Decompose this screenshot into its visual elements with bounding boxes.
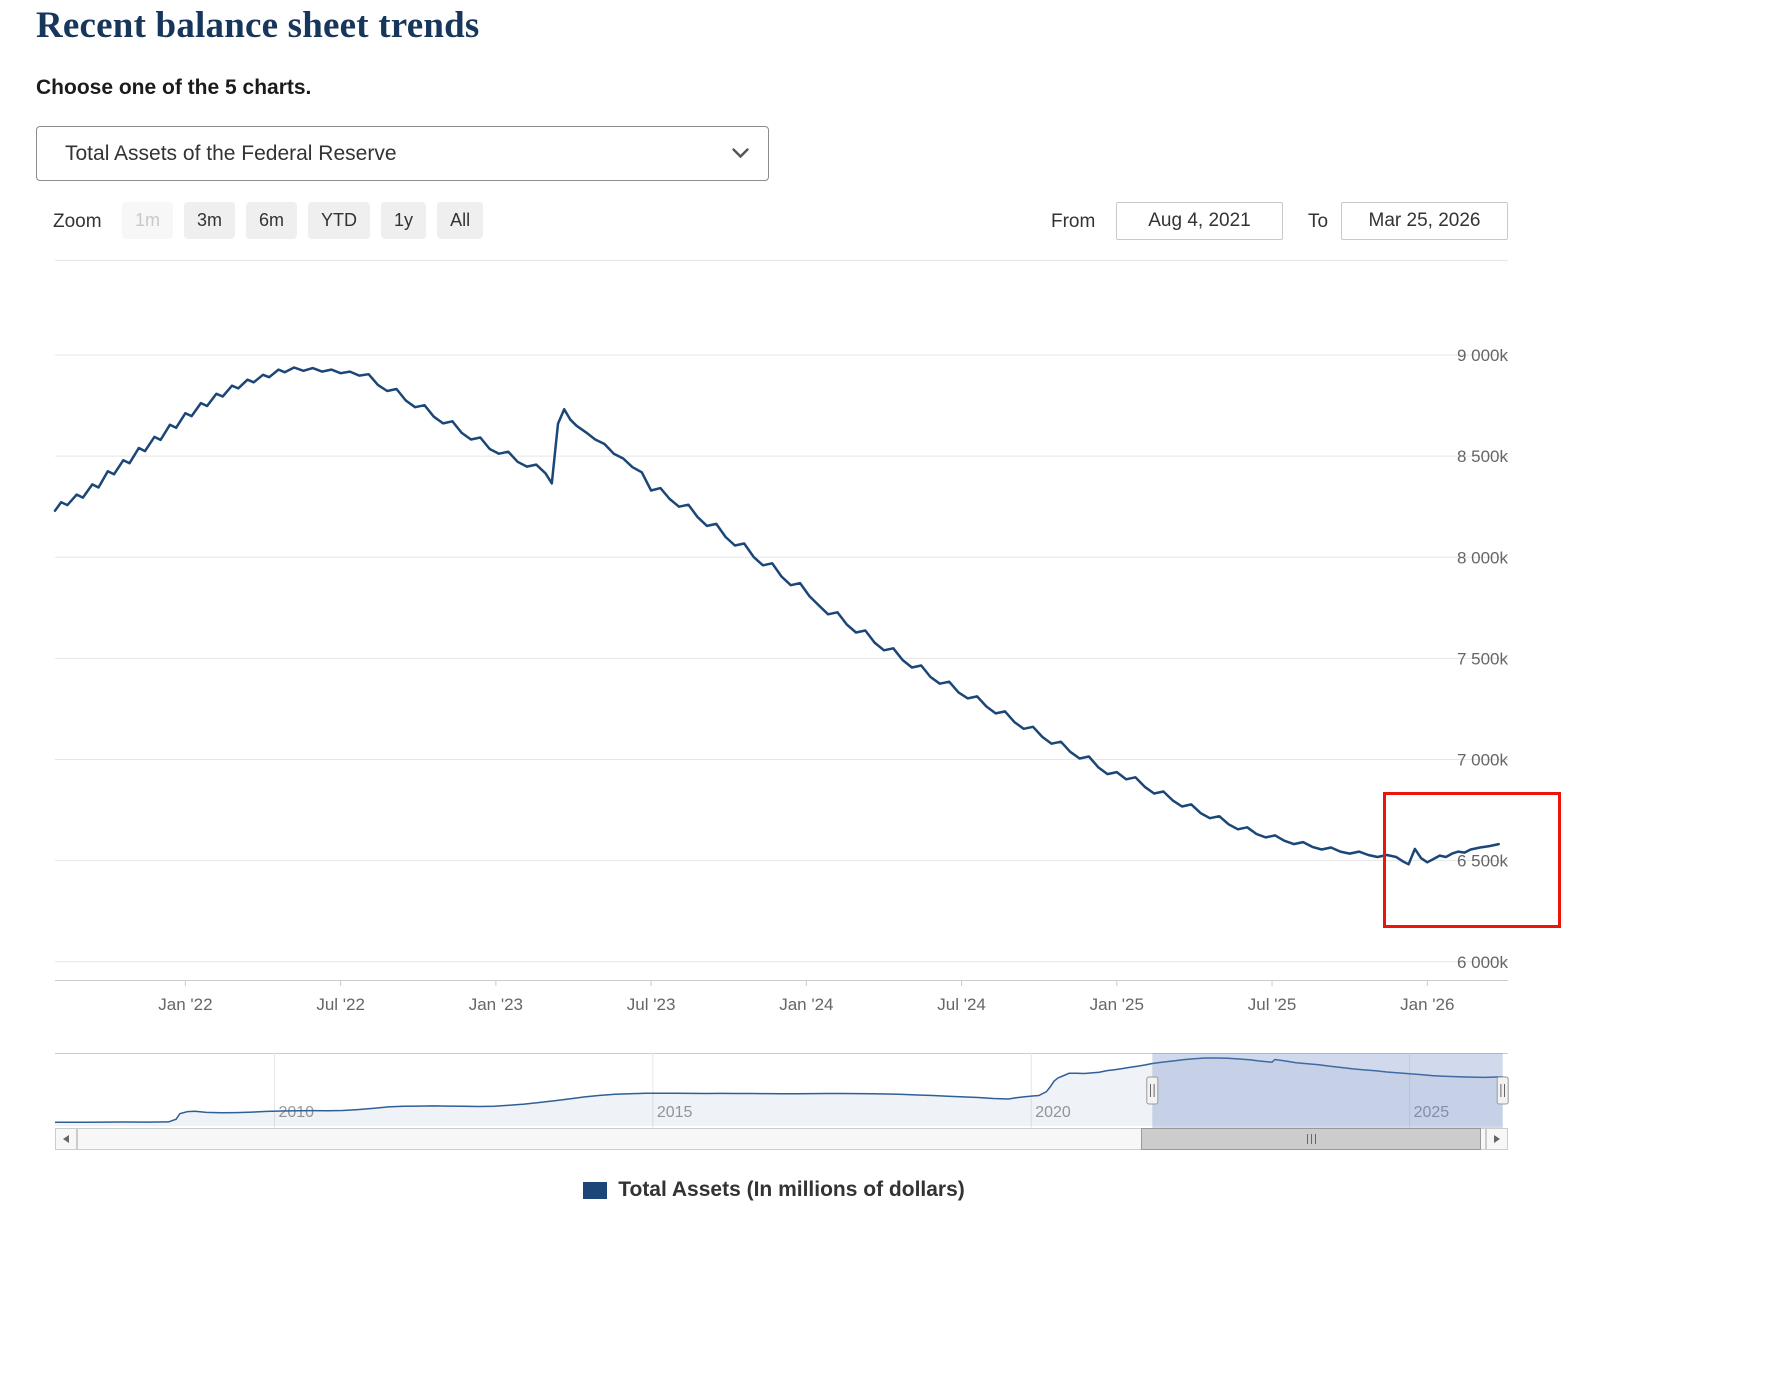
right-arrow-icon bbox=[1494, 1135, 1500, 1143]
total-assets-line-chart: 6 000k 6 500k 7 000k 7 500k 8 000k 8 500k 9 00… bbox=[53, 260, 1509, 1014]
navigator-year-label: 2025 bbox=[1414, 1104, 1450, 1121]
chart-select-value: Total Assets of the Federal Reserve bbox=[65, 141, 397, 165]
navigator-year-label: 2010 bbox=[278, 1104, 314, 1121]
legend-label: Total Assets (In millions of dollars) bbox=[618, 1178, 965, 1201]
total-assets-series-line bbox=[53, 366, 1500, 866]
y-axis-tick-label: 6 000k bbox=[1457, 953, 1509, 972]
main-chart-plot-area[interactable]: 6 000k 6 500k 7 000k 7 500k 8 000k 8 500k 9 00… bbox=[0, 260, 1548, 1035]
scrollbar-track[interactable] bbox=[77, 1128, 1486, 1150]
x-axis-tick-label: Jan '26 bbox=[1400, 995, 1454, 1014]
chevron-down-icon bbox=[731, 142, 750, 166]
scrollbar-right-button[interactable] bbox=[1486, 1128, 1508, 1150]
zoom-button-1m: 1m bbox=[122, 202, 174, 239]
y-axis-tick-label: 8 500k bbox=[1457, 447, 1509, 466]
navigator-selected-mask[interactable] bbox=[1152, 1053, 1503, 1128]
from-label: From bbox=[1051, 211, 1096, 232]
horizontal-scrollbar[interactable] bbox=[55, 1128, 1508, 1150]
page-title: Recent balance sheet trends bbox=[36, 5, 480, 46]
left-arrow-icon bbox=[63, 1135, 69, 1143]
x-axis-tick-label: Jul '25 bbox=[1248, 995, 1297, 1014]
zoom-button-6m[interactable]: 6m bbox=[246, 202, 298, 239]
navigator-year-label: 2020 bbox=[1035, 1104, 1071, 1121]
y-axis-tick-label: 6 500k bbox=[1457, 852, 1509, 871]
navigator-year-label: 2015 bbox=[657, 1104, 693, 1121]
grip-icon bbox=[1306, 1134, 1308, 1144]
zoom-button-1y[interactable]: 1y bbox=[381, 202, 427, 239]
x-axis-tick-label: Jul '22 bbox=[316, 995, 365, 1014]
x-axis-tick-label: Jan '22 bbox=[158, 995, 212, 1014]
scrollbar-thumb[interactable] bbox=[1141, 1128, 1481, 1150]
navigator-series-line bbox=[55, 1057, 1503, 1124]
zoom-button-3m[interactable]: 3m bbox=[184, 202, 236, 239]
chart-choice-instruction: Choose one of the 5 charts. bbox=[36, 76, 312, 99]
navigator-series-area bbox=[55, 1058, 1503, 1126]
zoom-button-ytd[interactable]: YTD bbox=[308, 202, 371, 239]
y-axis-tick-label: 9 000k bbox=[1457, 346, 1509, 365]
navigator-minichart[interactable]: 2010 2015 2020 2025 bbox=[0, 1053, 1548, 1128]
zoom-button-all[interactable]: All bbox=[437, 202, 484, 239]
navigator-left-handle[interactable] bbox=[1146, 1076, 1159, 1105]
x-axis-tick-label: Jan '25 bbox=[1090, 995, 1144, 1014]
scrollbar-left-button[interactable] bbox=[55, 1128, 77, 1150]
y-axis-tick-label: 7 500k bbox=[1457, 649, 1509, 668]
legend-item-total-assets[interactable]: Total Assets (In millions of dollars) bbox=[0, 1178, 1548, 1202]
zoom-button-group: 1m 3m 6m YTD 1y All bbox=[122, 202, 484, 239]
chart-select-dropdown[interactable]: Total Assets of the Federal Reserve bbox=[36, 126, 769, 181]
from-date-input[interactable] bbox=[1116, 202, 1283, 240]
y-axis-tick-label: 7 000k bbox=[1457, 751, 1509, 770]
x-axis-tick-label: Jul '24 bbox=[937, 995, 986, 1014]
x-axis-tick-label: Jan '23 bbox=[469, 995, 523, 1014]
to-label: To bbox=[1308, 211, 1329, 232]
navigator-right-handle[interactable] bbox=[1496, 1076, 1509, 1105]
y-axis-tick-label: 8 000k bbox=[1457, 548, 1509, 567]
x-axis-tick-label: Jan '24 bbox=[779, 995, 833, 1014]
to-date-input[interactable] bbox=[1341, 202, 1508, 240]
navigator-area-chart: 2010 2015 2020 2025 bbox=[55, 1053, 1509, 1128]
legend-color-marker bbox=[583, 1181, 608, 1199]
x-axis-tick-label: Jul '23 bbox=[627, 995, 676, 1014]
zoom-label: Zoom bbox=[53, 211, 102, 232]
